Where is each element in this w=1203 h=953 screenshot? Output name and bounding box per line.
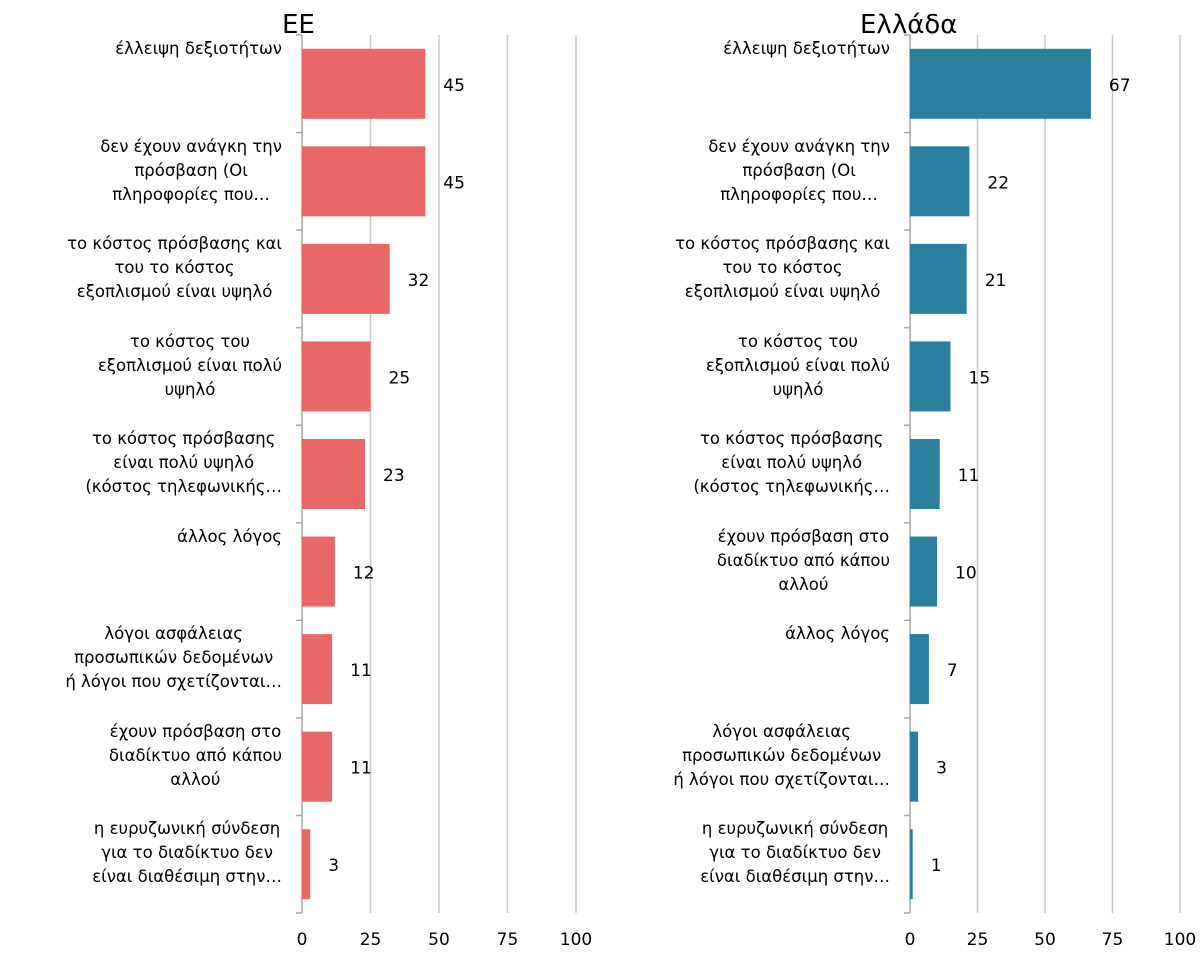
category-label-text: το κόστος πρόσβασης και του το κόστος εξ… [675, 234, 890, 302]
bar [910, 48, 1091, 119]
category-label-text: το κόστος πρόσβασης είναι πολύ υψηλό (κό… [85, 429, 282, 497]
x-tick-label: 0 [297, 930, 308, 950]
category-label-text: άλλος λόγος [177, 526, 282, 546]
category-label: λόγοι ασφάλειας προσωπικών δεδομένων ή λ… [590, 720, 890, 792]
category-label-text: δεν έχουν ανάγκη την πρόσβαση (Οι πληροφ… [708, 136, 890, 204]
value-label: 21 [985, 271, 1007, 291]
bar [910, 829, 913, 900]
value-label: 3 [328, 856, 339, 876]
category-label-text: λόγοι ασφάλειας προσωπικών δεδομένων ή λ… [673, 721, 890, 789]
bar [910, 439, 940, 509]
category-label: η ευρυζωνική σύνδεση για το διαδίκτυο δε… [590, 817, 890, 889]
x-tick-label: 75 [497, 930, 519, 950]
category-label-text: η ευρυζωνική σύνδεση για το διαδίκτυο δε… [92, 819, 282, 887]
category-label: το κόστος πρόσβασης και του το κόστος εξ… [0, 232, 282, 304]
category-label-text: έλλειψη δεξιοτήτων [723, 39, 890, 58]
value-label: 11 [958, 466, 980, 486]
bar [302, 536, 335, 607]
value-label: 22 [987, 173, 1009, 193]
category-label-text: λόγοι ασφάλειας προσωπικών δεδομένων ή λ… [65, 624, 282, 692]
category-label: άλλος λόγος [590, 622, 890, 646]
category-label-text: έχουν πρόσβαση στο διαδίκτυο από κάπου α… [716, 526, 890, 594]
category-label: το κόστος του εξοπλισμού είναι πολύ υψηλ… [0, 330, 282, 402]
category-label-text: έλλειψη δεξιοτήτων [115, 39, 282, 58]
category-label: το κόστος του εξοπλισμού είναι πολύ υψηλ… [590, 330, 890, 402]
bar [302, 243, 390, 314]
bar [302, 731, 333, 802]
x-tick-label: 50 [428, 930, 450, 950]
value-label: 11 [350, 759, 372, 779]
x-tick-label: 50 [1034, 930, 1056, 950]
bar [302, 48, 426, 119]
chart-title: ΕΕ [282, 10, 315, 40]
bar [910, 146, 970, 217]
value-label: 23 [383, 466, 405, 486]
category-label-text: δεν έχουν ανάγκη την πρόσβαση (Οι πληροφ… [100, 136, 282, 204]
value-label: 45 [443, 173, 465, 193]
bar [910, 731, 919, 802]
category-label: το κόστος πρόσβασης είναι πολύ υψηλό (κό… [0, 427, 282, 499]
category-label-text: το κόστος του εξοπλισμού είναι πολύ υψηλ… [97, 331, 282, 399]
bar [302, 634, 333, 705]
value-label: 32 [408, 271, 430, 291]
value-label: 67 [1109, 76, 1131, 96]
category-label: άλλος λόγος [0, 525, 282, 549]
bar [302, 146, 426, 217]
category-label-text: η ευρυζωνική σύνδεση για το διαδίκτυο δε… [700, 819, 890, 887]
value-label: 12 [353, 564, 375, 584]
value-label: 3 [936, 759, 947, 779]
category-label-text: έχουν πρόσβαση στο διαδίκτυο από κάπου α… [108, 721, 282, 789]
bar [302, 341, 371, 412]
category-label-text: το κόστος πρόσβασης είναι πολύ υψηλό (κό… [693, 429, 890, 497]
x-tick-label: 25 [967, 930, 989, 950]
x-tick-label: 75 [1102, 930, 1124, 950]
category-label: το κόστος πρόσβασης και του το κόστος εξ… [590, 232, 890, 304]
category-label: έχουν πρόσβαση στο διαδίκτυο από κάπου α… [590, 525, 890, 597]
bar [910, 243, 967, 314]
category-label: έλλειψη δεξιοτήτων [590, 37, 890, 61]
category-label-text: το κόστος του εξοπλισμού είναι πολύ υψηλ… [705, 331, 890, 399]
x-tick-label: 100 [1164, 930, 1196, 950]
category-label: λόγοι ασφάλειας προσωπικών δεδομένων ή λ… [0, 622, 282, 694]
category-label: δεν έχουν ανάγκη την πρόσβαση (Οι πληροφ… [590, 135, 890, 207]
chart-title: Ελλάδα [860, 10, 958, 40]
category-label: δεν έχουν ανάγκη την πρόσβαση (Οι πληροφ… [0, 135, 282, 207]
category-label: η ευρυζωνική σύνδεση για το διαδίκτυο δε… [0, 817, 282, 889]
value-label: 1 [931, 856, 942, 876]
value-label: 45 [443, 76, 465, 96]
value-label: 7 [947, 661, 958, 681]
value-label: 15 [969, 368, 991, 388]
x-tick-label: 0 [905, 930, 916, 950]
value-label: 11 [350, 661, 372, 681]
category-label-text: άλλος λόγος [785, 624, 890, 644]
bar [910, 634, 929, 705]
category-label-text: το κόστος πρόσβασης και του το κόστος εξ… [67, 234, 282, 302]
value-label: 10 [955, 564, 977, 584]
value-label: 25 [389, 368, 411, 388]
bar [910, 536, 937, 607]
category-label: έχουν πρόσβαση στο διαδίκτυο από κάπου α… [0, 720, 282, 792]
x-tick-label: 25 [360, 930, 382, 950]
bar [302, 829, 311, 900]
category-label: έλλειψη δεξιοτήτων [0, 37, 282, 61]
category-label: το κόστος πρόσβασης είναι πολύ υψηλό (κό… [590, 427, 890, 499]
x-tick-label: 100 [560, 930, 592, 950]
bar [910, 341, 951, 412]
bar [302, 439, 366, 509]
